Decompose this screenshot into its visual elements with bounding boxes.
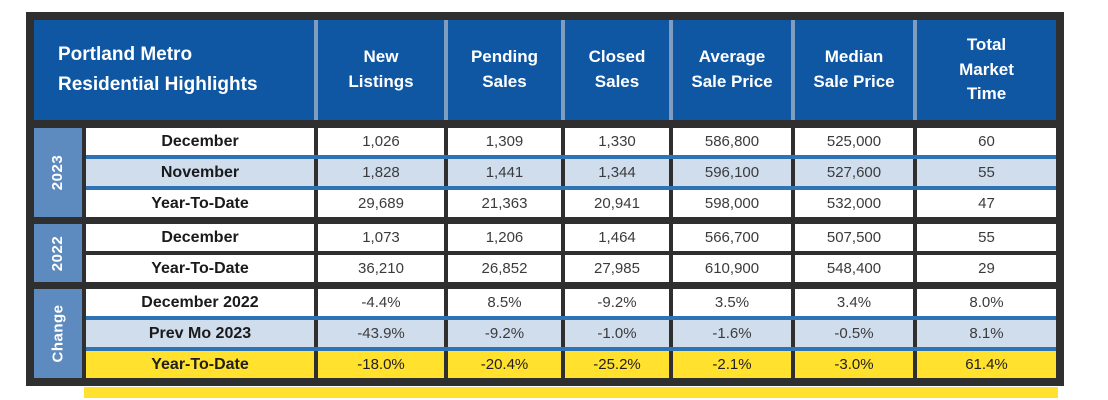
cell-total-market-time: 55 <box>913 224 1056 251</box>
cell-new-listings: -4.4% <box>314 289 444 316</box>
column-header-total-market-time: Total Market Time <box>913 20 1056 120</box>
table-title: Portland Metro Residential Highlights <box>34 20 314 120</box>
cell-total-market-time: 47 <box>913 190 1056 217</box>
cell-closed-sales: -1.0% <box>561 320 669 347</box>
section-2023: 2023 December 1,026 1,309 1,330 586,800 … <box>34 128 1056 217</box>
cell-total-market-time: 8.1% <box>913 320 1056 347</box>
group-label-text: 2023 <box>49 154 67 191</box>
cell-new-listings: 1,828 <box>314 159 444 186</box>
cell-average-sale-price: 598,000 <box>669 190 791 217</box>
row-change-prev-mo-2023: Prev Mo 2023 -43.9% -9.2% -1.0% -1.6% -0… <box>86 316 1056 347</box>
cell-pending-sales: 8.5% <box>444 289 561 316</box>
row-label: Year-To-Date <box>151 259 249 277</box>
cell-average-sale-price: 586,800 <box>669 128 791 155</box>
row-2023-year-to-date: Year-To-Date 29,689 21,363 20,941 598,00… <box>86 186 1056 217</box>
column-header-label: New Listings <box>348 47 414 91</box>
cell-total-market-time: 8.0% <box>913 289 1056 316</box>
cell-pending-sales: 26,852 <box>444 255 561 282</box>
column-header-median-sale-price: Median Sale Price <box>791 20 913 120</box>
cell-new-listings: -18.0% <box>314 351 444 378</box>
row-label: Prev Mo 2023 <box>148 324 252 342</box>
cell-closed-sales: -25.2% <box>561 351 669 378</box>
cell-new-listings: 1,073 <box>314 224 444 251</box>
cell-average-sale-price: 596,100 <box>669 159 791 186</box>
yellow-accent-bar <box>84 387 1058 398</box>
column-header-label: Average Sale Price <box>691 47 773 91</box>
cell-closed-sales: 1,344 <box>561 159 669 186</box>
column-header-label: Total Market Time <box>959 35 1014 104</box>
column-header-closed-sales: Closed Sales <box>561 20 669 120</box>
cell-average-sale-price: -1.6% <box>669 320 791 347</box>
table-header-row: Portland Metro Residential Highlights Ne… <box>34 20 1056 120</box>
group-label-2022: 2022 <box>34 224 82 282</box>
row-label: December <box>161 228 239 246</box>
row-change-year-to-date: Year-To-Date -18.0% -20.4% -25.2% -2.1% … <box>86 347 1056 378</box>
table-title-line2: Residential Highlights <box>58 74 258 95</box>
group-label-text: Change <box>49 304 67 363</box>
cell-total-market-time: 55 <box>913 159 1056 186</box>
group-label-change: Change <box>34 289 82 378</box>
highlights-table: Portland Metro Residential Highlights Ne… <box>26 12 1064 386</box>
column-header-label: Closed Sales <box>588 47 646 91</box>
cell-closed-sales: 1,330 <box>561 128 669 155</box>
cell-average-sale-price: 3.5% <box>669 289 791 316</box>
column-header-pending-sales: Pending Sales <box>444 20 561 120</box>
cell-median-sale-price: -0.5% <box>791 320 913 347</box>
group-label-2023: 2023 <box>34 128 82 217</box>
cell-average-sale-price: 610,900 <box>669 255 791 282</box>
cell-median-sale-price: 507,500 <box>791 224 913 251</box>
row-label: Year-To-Date <box>151 355 249 373</box>
cell-median-sale-price: 3.4% <box>791 289 913 316</box>
row-change-december-2022: December 2022 -4.4% 8.5% -9.2% 3.5% 3.4%… <box>86 289 1056 316</box>
row-label: December <box>161 132 239 150</box>
cell-new-listings: 1,026 <box>314 128 444 155</box>
cell-pending-sales: 1,309 <box>444 128 561 155</box>
cell-average-sale-price: -2.1% <box>669 351 791 378</box>
cell-closed-sales: 20,941 <box>561 190 669 217</box>
column-header-new-listings: New Listings <box>314 20 444 120</box>
row-label: November <box>160 163 240 181</box>
table-title-line1: Portland Metro <box>58 43 193 65</box>
row-2023-november: November 1,828 1,441 1,344 596,100 527,6… <box>86 155 1056 186</box>
table-body: 2023 December 1,026 1,309 1,330 586,800 … <box>34 128 1056 378</box>
cell-median-sale-price: 548,400 <box>791 255 913 282</box>
cell-closed-sales: 27,985 <box>561 255 669 282</box>
cell-pending-sales: -20.4% <box>444 351 561 378</box>
cell-pending-sales: 21,363 <box>444 190 561 217</box>
row-2023-december: December 1,026 1,309 1,330 586,800 525,0… <box>86 128 1056 155</box>
column-header-label: Pending Sales <box>470 47 539 91</box>
section-change: Change December 2022 -4.4% 8.5% -9.2% 3.… <box>34 289 1056 378</box>
cell-pending-sales: 1,206 <box>444 224 561 251</box>
cell-closed-sales: -9.2% <box>561 289 669 316</box>
cell-closed-sales: 1,464 <box>561 224 669 251</box>
group-label-text: 2022 <box>49 235 67 271</box>
cell-total-market-time: 29 <box>913 255 1056 282</box>
cell-median-sale-price: 525,000 <box>791 128 913 155</box>
cell-new-listings: -43.9% <box>314 320 444 347</box>
row-label: Year-To-Date <box>151 194 249 212</box>
section-2022: 2022 December 1,073 1,206 1,464 566,700 … <box>34 224 1056 282</box>
cell-pending-sales: -9.2% <box>444 320 561 347</box>
cell-median-sale-price: 527,600 <box>791 159 913 186</box>
cell-new-listings: 36,210 <box>314 255 444 282</box>
cell-median-sale-price: -3.0% <box>791 351 913 378</box>
cell-median-sale-price: 532,000 <box>791 190 913 217</box>
cell-total-market-time: 60 <box>913 128 1056 155</box>
cell-average-sale-price: 566,700 <box>669 224 791 251</box>
column-header-label: Median Sale Price <box>813 47 895 91</box>
row-label: December 2022 <box>141 293 259 311</box>
cell-new-listings: 29,689 <box>314 190 444 217</box>
row-2022-december: December 1,073 1,206 1,464 566,700 507,5… <box>86 224 1056 251</box>
row-2022-year-to-date: Year-To-Date 36,210 26,852 27,985 610,90… <box>86 251 1056 282</box>
column-header-average-sale-price: Average Sale Price <box>669 20 791 120</box>
cell-pending-sales: 1,441 <box>444 159 561 186</box>
cell-total-market-time: 61.4% <box>913 351 1056 378</box>
